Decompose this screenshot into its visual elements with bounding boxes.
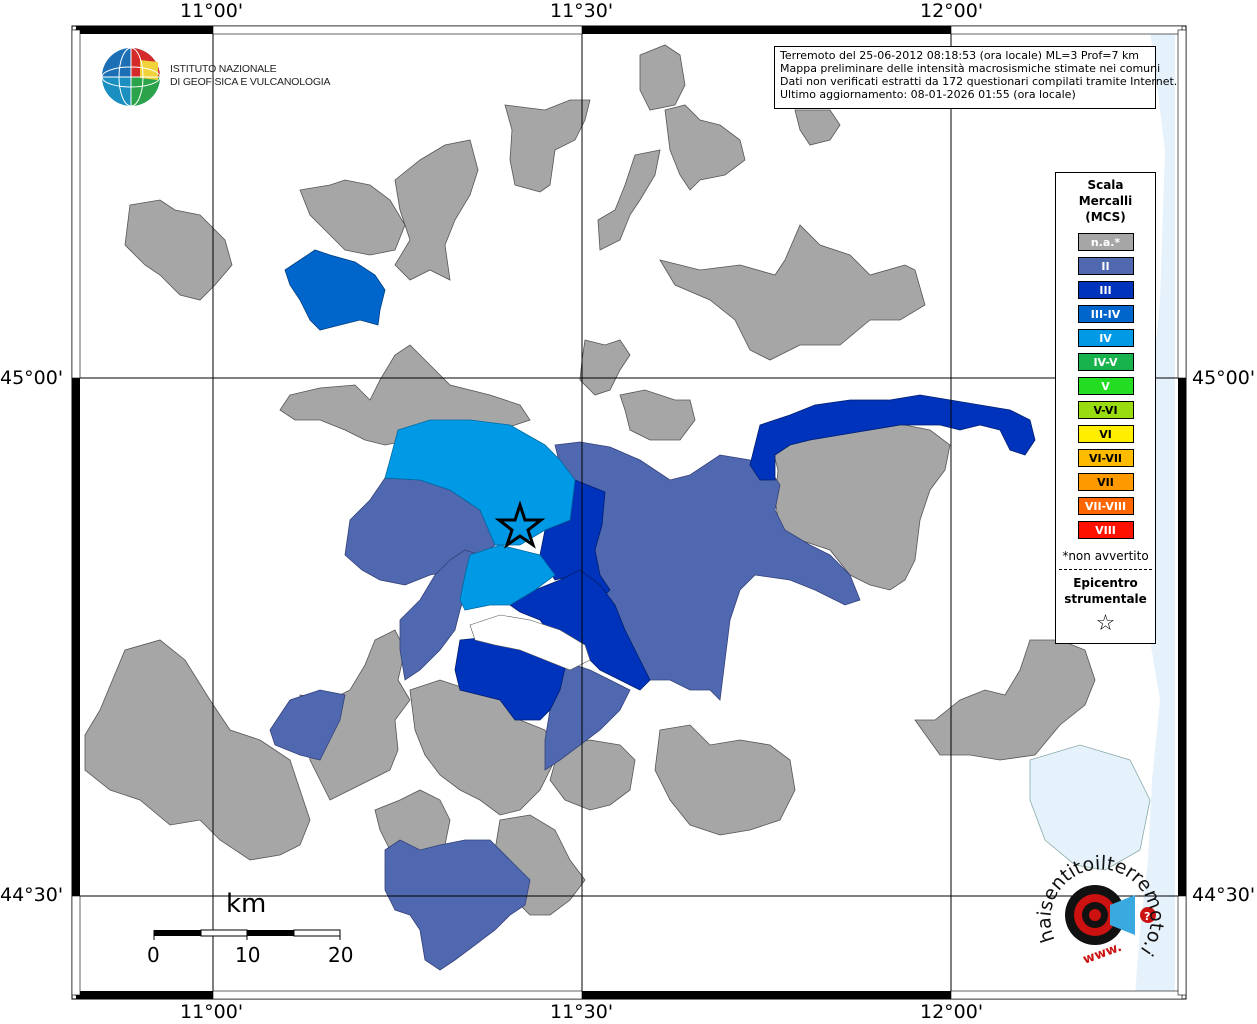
scale-tick-0: 0 [147, 943, 160, 967]
legend-items: n.a.* II III III-IV IV IV-V V V-VI VI VI-VII VII VI… [1056, 233, 1155, 539]
legend-item: V-VI [1077, 401, 1134, 419]
map-frame [71, 25, 1187, 1000]
legend-item: VI-VII [1077, 449, 1134, 467]
legend-item: VI [1077, 425, 1134, 443]
municipalities-intensity-III [454, 394, 1036, 721]
lon-label-top-1200: 12°00' [920, 0, 984, 22]
unmapped-area [469, 614, 591, 671]
lagoon-area [1029, 744, 1151, 871]
info-line-description: Mappa preliminare delle intensità macros… [780, 62, 1161, 75]
lat-label-left-4430: 44°30' [0, 884, 64, 906]
lon-label-bottom-1100: 11°00' [180, 1001, 244, 1023]
ingv-logo-globe [101, 47, 161, 107]
lat-label-right-4430: 44°30' [1192, 884, 1256, 906]
legend-item: IV [1077, 329, 1134, 347]
earthquake-info-box: Terremoto del 25-06-2012 08:18:53 (ora l… [774, 46, 1178, 109]
legend-item: VIII [1077, 521, 1134, 539]
ingv-line1: ISTITUTO NAZIONALE [170, 63, 277, 75]
legend-item: VII [1077, 473, 1134, 491]
municipalities-intensity-IV [384, 419, 576, 611]
legend-item: III-IV [1077, 305, 1134, 323]
svg-text:?: ? [1144, 910, 1150, 923]
ingv-line2: DI GEOFISICA E VULCANOLOGIA [170, 76, 331, 88]
legend-star-icon: ☆ [1095, 611, 1116, 636]
graticule [76, 30, 1182, 995]
info-line-source: Dati non verificati estratti da 172 ques… [780, 75, 1178, 88]
lon-label-bottom-1130: 11°30' [550, 1001, 614, 1023]
lat-label-left-4500: 45°00' [0, 367, 64, 389]
legend-divider [1059, 569, 1152, 570]
scale-bar-unit: km [226, 889, 267, 919]
legend-title: Scala Mercalli (MCS) [1078, 178, 1133, 224]
legend-item: IV-V [1077, 353, 1134, 371]
legend-item: II [1077, 257, 1134, 275]
scale-tick-10: 10 [235, 943, 261, 967]
info-line-updated: Ultimo aggiornamento: 08-01-2026 01:55 (… [780, 88, 1076, 101]
municipalities-intensity-II [269, 441, 861, 971]
lat-label-right-4500: 45°00' [1192, 367, 1256, 389]
legend-item: III [1077, 281, 1134, 299]
legend-note: *non avvertito [1062, 549, 1149, 563]
intensity-legend: Scala Mercalli (MCS) n.a.* II III III-IV IV I… [1055, 172, 1156, 644]
scale-tick-20: 20 [328, 943, 354, 967]
epicenter-star [494, 500, 546, 549]
lon-label-top-1100: 11°00' [180, 0, 244, 22]
ingv-logo-text: ISTITUTO NAZIONALE DI GEOFISICA E VULCAN… [170, 63, 331, 89]
municipalities-intensity-III-IV [284, 249, 386, 331]
lon-label-bottom-1200: 12°00' [920, 1001, 984, 1023]
info-line-event: Terremoto del 25-06-2012 08:18:53 (ora l… [780, 49, 1140, 62]
lon-label-top-1130: 11°30' [550, 0, 614, 22]
legend-item: V [1077, 377, 1134, 395]
legend-epicenter-label: Epicentro strumentale [1064, 576, 1147, 606]
legend-item: n.a.* [1077, 233, 1134, 251]
scale-bar [153, 929, 341, 940]
legend-item: VII-VIII [1077, 497, 1134, 515]
